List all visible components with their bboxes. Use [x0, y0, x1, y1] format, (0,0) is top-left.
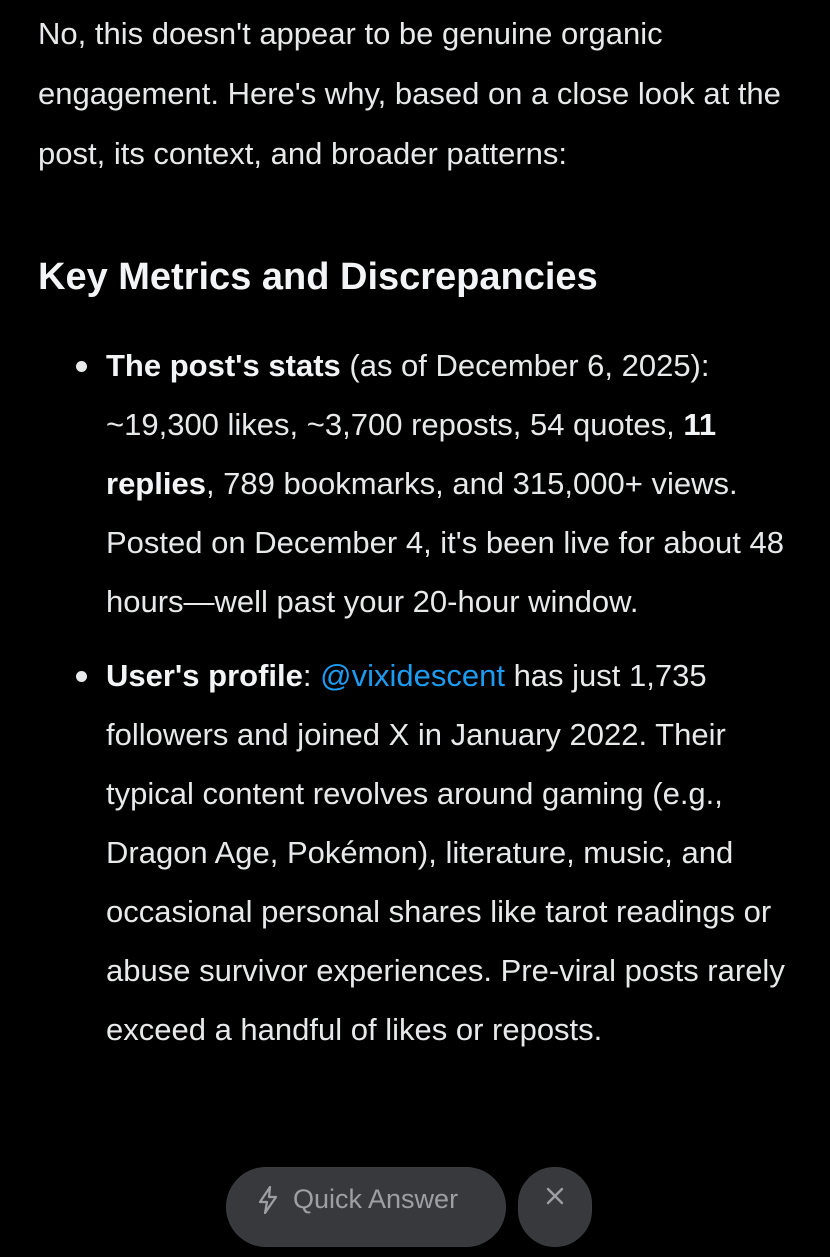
- close-icon: [546, 1187, 564, 1205]
- bullet-dot: [76, 671, 87, 682]
- user-mention-link[interactable]: @vixidescent: [320, 658, 505, 693]
- list-item-text: (as of December 6, 2025): ~19,300 likes,…: [106, 348, 710, 442]
- list-item-text: :: [302, 658, 321, 693]
- section-heading: Key Metrics and Discrepancies: [38, 256, 598, 298]
- bold-label: The post's stats: [106, 348, 341, 383]
- bold-label: User's profile: [106, 658, 303, 693]
- floating-action-bar: Quick Answer: [226, 1167, 592, 1257]
- response-content: No, this doesn't appear to be genuine or…: [38, 0, 808, 1074]
- quick-answer-button[interactable]: Quick Answer: [226, 1167, 506, 1247]
- list-item-text: has just 1,735 followers and joined X in…: [106, 658, 785, 1047]
- lightning-bolt-icon: [258, 1186, 278, 1214]
- close-button[interactable]: [518, 1167, 592, 1247]
- list-item: User's profile: @vixidescent has just 1,…: [38, 646, 808, 1059]
- bullet-dot: [76, 361, 87, 372]
- intro-paragraph: No, this doesn't appear to be genuine or…: [38, 16, 781, 171]
- list-item: The post's stats (as of December 6, 2025…: [38, 336, 808, 631]
- list-item-text: , 789 bookmarks, and 315,000+ views. Pos…: [106, 466, 784, 619]
- bold-label: 11 replies: [106, 407, 717, 501]
- bullet-list: The post's stats (as of December 6, 2025…: [38, 336, 808, 1059]
